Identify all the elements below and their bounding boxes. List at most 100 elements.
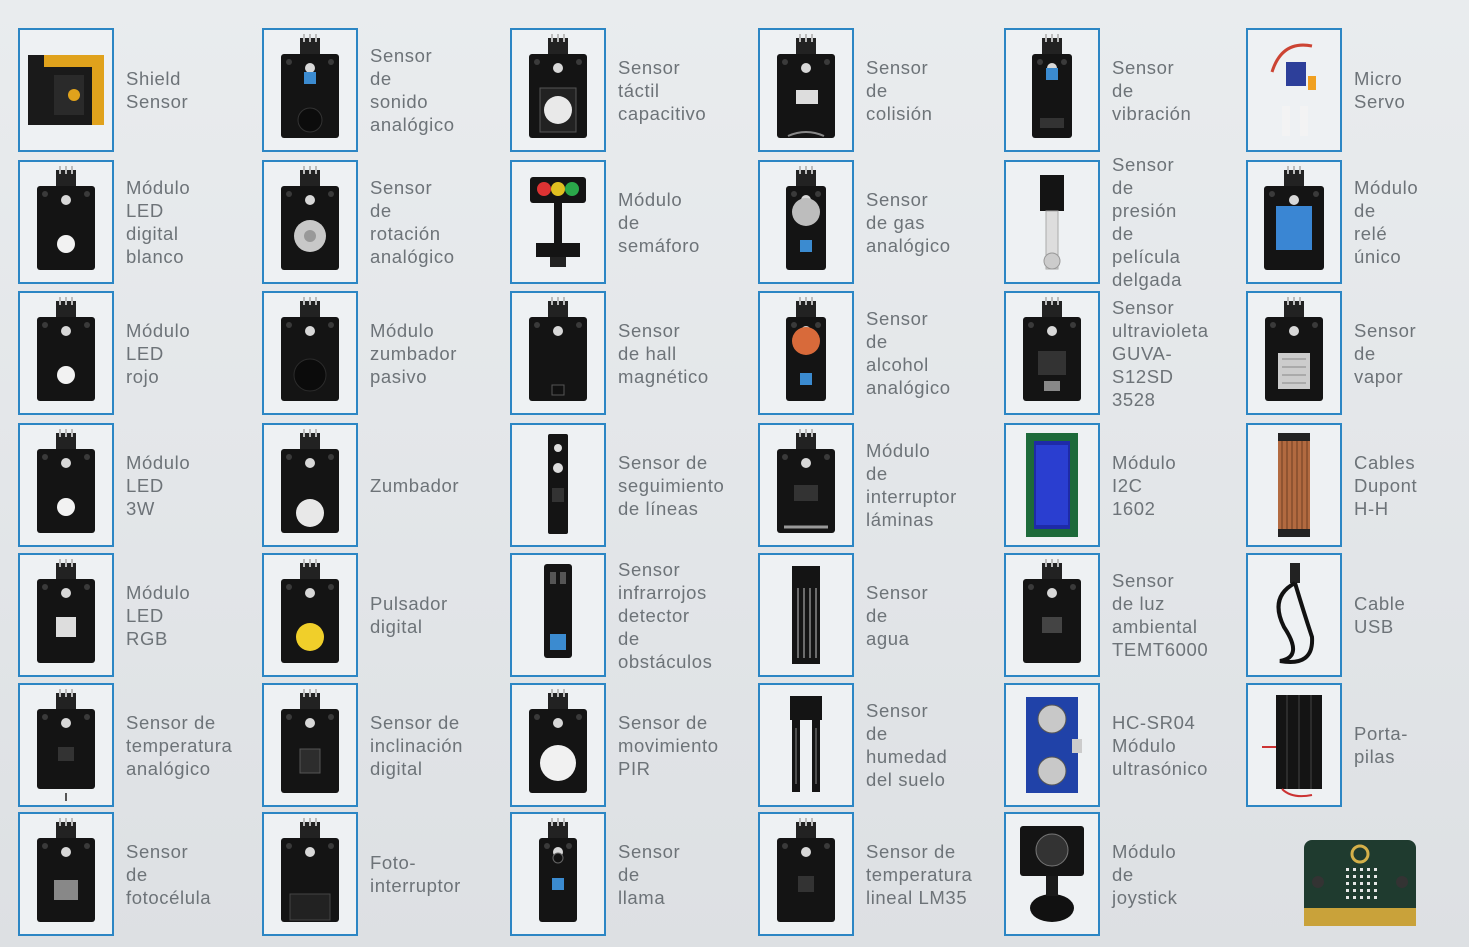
item-photo-frame [510,28,606,152]
micro-servo-icon [1252,32,1336,148]
catalog-item: Sensor de fotocélula [18,812,211,936]
item-label: Sensor de luz ambiental TEMT6000 [1112,570,1209,660]
item-label: Foto- interruptor [370,852,461,896]
item-label: Módulo LED digital blanco [126,177,191,267]
catalog-item: Cables Dupont H-H [1246,423,1417,547]
item-label: Zumbador [370,474,460,496]
catalog-item: Cable USB [1246,553,1405,677]
item-label: Sensor de movimiento PIR [618,711,719,779]
item-photo-frame [262,423,358,547]
catalog-item: Sensor táctil capacitivo [510,28,706,152]
item-photo-frame [18,683,114,807]
item-label: Cables Dupont H-H [1354,451,1418,519]
item-label: Sensor infrarrojos detector de obstáculo… [618,558,713,672]
traffic-light-icon [518,167,598,277]
catalog-item: Módulo LED rojo [18,291,190,415]
catalog-item: Sensor de sonido analógico [262,28,455,152]
item-label: Sensor de vibración [1112,56,1192,124]
item-photo-frame [1246,291,1342,415]
item-label: Módulo zumbador pasivo [370,319,458,387]
infrared-obstacle-sensor-icon [528,558,588,672]
item-photo-frame [1004,291,1100,415]
led-module-icon [26,164,106,280]
item-photo-frame [1004,683,1100,807]
item-label: Sensor de agua [866,581,929,649]
item-photo-frame [758,160,854,284]
catalog-item: Sensor ultravioleta GUVA- S12SD 3528 [1004,291,1209,415]
item-photo-frame [1004,812,1100,936]
item-label: Módulo LED RGB [126,581,191,649]
item-photo-frame [1004,553,1100,677]
tilt-sensor-icon [270,687,350,803]
catalog-item: Sensor de seguimiento de líneas [510,423,724,547]
item-label: Módulo de relé único [1354,177,1419,267]
item-photo-frame [1246,28,1342,152]
item-label: Sensor de fotocélula [126,840,212,908]
catalog-item: Sensor de humedad del suelo [758,683,947,807]
catalog-item: Sensor de rotación analógico [262,160,455,284]
touch-sensor-icon [518,32,598,148]
catalog-item: Sensor de colisión [758,28,933,152]
item-label: Sensor de colisión [866,56,933,124]
item-label: Sensor de presión de película delgada [1112,154,1183,290]
item-label: Sensor de hall magnético [618,319,709,387]
relay-module-icon [1254,164,1334,280]
item-label: Módulo de joystick [1112,840,1178,908]
item-photo-frame [262,291,358,415]
catalog-item: Sensor de presión de película delgada [1004,154,1182,290]
item-photo-frame [510,160,606,284]
line-tracking-sensor-icon [528,428,588,542]
catalog-item: Sensor de inclinación digital [262,683,463,807]
buzzer-icon [270,427,350,543]
item-label: Sensor de llama [618,840,681,908]
catalog-item: Sensor de vibración [1004,28,1191,152]
water-sensor-icon [776,558,836,672]
battery-holder-icon [1252,687,1336,803]
catalog-item: HC-SR04 Módulo ultrasónico [1004,683,1208,807]
catalog-item: Módulo zumbador pasivo [262,291,457,415]
item-photo-frame [758,291,854,415]
item-photo-frame [510,683,606,807]
catalog-item: Sensor de agua [758,553,928,677]
uv-sensor-icon [1012,295,1092,411]
catalog-item: Foto- interruptor [262,812,461,936]
item-photo-frame [1004,423,1100,547]
item-label: Módulo LED 3W [126,451,191,519]
item-label: Sensor de vapor [1354,319,1417,387]
usb-cable-icon [1254,557,1334,673]
catalog-item: Sensor de movimiento PIR [510,683,719,807]
push-button-icon [270,557,350,673]
item-photo-frame [758,683,854,807]
catalog-item: Sensor de hall magnético [510,291,709,415]
item-photo-frame [1246,160,1342,284]
item-label: Pulsador digital [370,593,448,637]
item-label: HC-SR04 Módulo ultrasónico [1112,711,1209,779]
reed-switch-icon [766,427,846,543]
ultrasonic-sensor-icon [1012,687,1092,803]
catalog-item: Sensor de luz ambiental TEMT6000 [1004,553,1208,677]
photo-interrupter-icon [270,816,350,932]
item-photo-frame [262,160,358,284]
item-label: Módulo de interruptor láminas [866,440,957,530]
item-label: Sensor de seguimiento de líneas [618,451,725,519]
item-label: Módulo de semáforo [618,188,700,256]
item-photo-frame [262,683,358,807]
item-label: Sensor de temperatura analógico [126,711,233,779]
item-label: Shield Sensor [126,68,189,112]
item-photo-frame [1004,160,1100,284]
catalog-item: Micro Servo [1246,28,1405,152]
item-photo-frame [18,28,114,152]
item-label: Sensor de sonido analógico [370,45,455,135]
item-label: Porta-pilas [1354,723,1408,767]
item-label: Módulo I2C 1602 [1112,451,1177,519]
led-module-icon [26,295,106,411]
item-photo-frame [510,812,606,936]
catalog-item: Módulo LED digital blanco [18,160,190,284]
item-photo-frame [1246,553,1342,677]
item-photo-frame [18,291,114,415]
steam-sensor-icon [1254,295,1334,411]
item-label: Micro Servo [1354,68,1406,112]
item-photo-frame [758,28,854,152]
item-label: Sensor de alcohol analógico [866,308,951,398]
item-photo-frame [510,291,606,415]
